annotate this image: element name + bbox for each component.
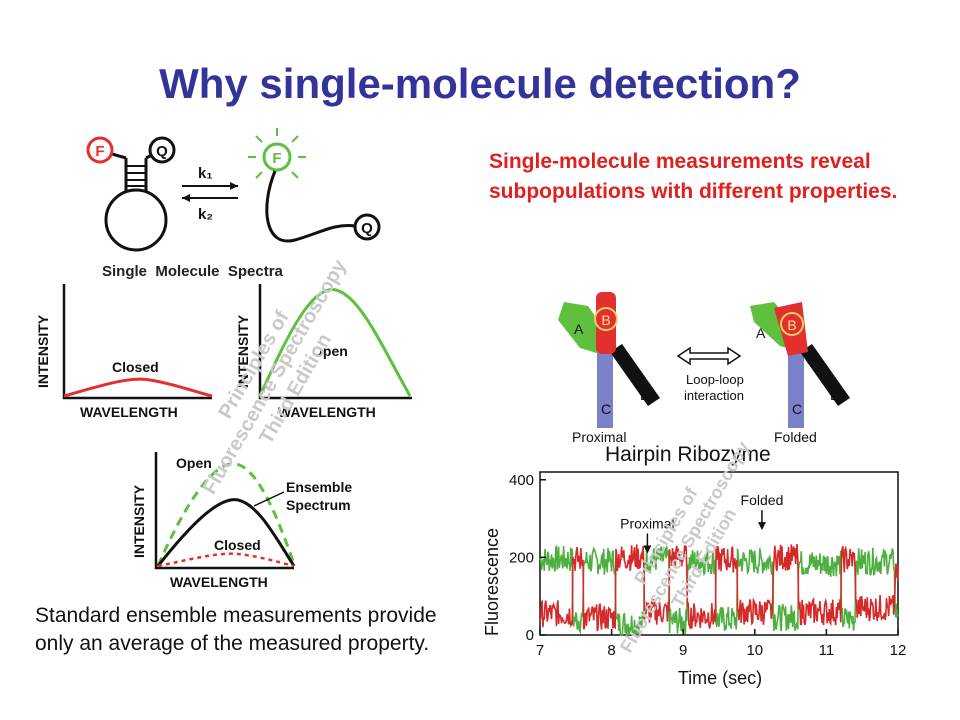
annotation-arrowhead <box>757 522 766 531</box>
subpopulation-callout: Single-molecule measurements reveal subp… <box>489 150 898 203</box>
spectra-heading: Single Molecule Spectra <box>102 263 284 280</box>
helix-d-proximal <box>610 344 660 406</box>
label-b: B <box>601 312 610 328</box>
quencher-closed <box>148 136 176 164</box>
label-c: C <box>601 401 611 417</box>
ensemble-open-label: Open <box>176 455 212 471</box>
helix-c-proximal <box>597 344 613 428</box>
fluorophore-closed <box>86 136 114 164</box>
y-tick-label: 200 <box>509 549 534 566</box>
x-tick-label: 9 <box>679 642 687 659</box>
watermark-line: Fluorescence Spectroscopy <box>199 255 352 498</box>
x-axis-label: WAVELENGTH <box>80 404 178 420</box>
ribozyme-diagram: B A C D Proximal Loop-loop interaction B… <box>558 292 850 445</box>
ensemble-note: Standard ensemble measurements provide o… <box>35 604 437 655</box>
watermark-right: Principles of Fluorescence Spectroscopy … <box>616 438 753 656</box>
trace-series-2 <box>539 543 899 632</box>
interconversion-arrow <box>676 346 742 366</box>
molecular-beacon-diagram: F Q k₁ k₂ F Q Single Molecule Spectra <box>86 128 381 280</box>
annotation-arrowhead <box>643 545 652 554</box>
open-spectrum-plot: Open WAVELENGTH INTENSITY <box>235 284 412 420</box>
x-axis-label: WAVELENGTH <box>170 574 268 590</box>
k1-label: k₁ <box>198 165 213 182</box>
helix-c-folded <box>788 344 804 428</box>
watermark-left: Principles of Fluorescence Spectroscopy … <box>199 255 352 498</box>
fluorescence-trace-chart: Proximal Folded 7 8 9 10 11 12 0 200 400 Fluoresc… <box>482 471 907 688</box>
folded-label: Folded <box>774 429 817 445</box>
label-d: D <box>830 387 840 403</box>
quencher-label: Q <box>156 143 168 160</box>
label-a: A <box>574 321 584 337</box>
x-tick-label: 12 <box>890 642 907 659</box>
beacon-loop <box>104 188 168 252</box>
y-axis-label: INTENSITY <box>131 484 147 558</box>
y-tick-label: 400 <box>509 472 534 489</box>
quencher-open-label: Q <box>361 220 373 237</box>
x-tick-label: 7 <box>536 642 544 659</box>
chart-y-label: Fluorescence <box>482 528 502 636</box>
chart-x-label: Time (sec) <box>678 668 762 688</box>
ensemble-curve <box>156 498 296 567</box>
trace-series-1 <box>539 544 899 637</box>
helix-a-proximal <box>558 302 606 354</box>
ribozyme-title: Hairpin Ribozyme <box>605 443 771 466</box>
fluorophore-open-label: F <box>272 150 281 167</box>
ensemble-closed-curve <box>157 552 295 568</box>
k2-label: k₂ <box>198 206 213 223</box>
open-label: Open <box>312 343 348 359</box>
y-axis-label: INTENSITY <box>35 314 51 388</box>
annotation-label: Folded <box>741 492 784 508</box>
x-tick-label: 8 <box>607 642 615 659</box>
fluorophore-label: F <box>95 143 104 160</box>
x-axis-label: WAVELENGTH <box>278 404 376 420</box>
y-tick-label: 0 <box>526 627 534 644</box>
label-d: D <box>640 387 650 403</box>
label-b: B <box>787 317 796 333</box>
x-tick-label: 10 <box>746 642 763 659</box>
closed-label: Closed <box>112 359 159 375</box>
label-c: C <box>792 401 802 417</box>
slide-title: Why single-molecule detection? <box>159 60 801 107</box>
proximal-label: Proximal <box>572 429 626 445</box>
ensemble-label-2: Spectrum <box>286 497 351 513</box>
y-axis-label: INTENSITY <box>235 314 251 388</box>
open-curve <box>258 288 412 397</box>
helix-d-folded <box>800 344 850 406</box>
quencher-open <box>353 213 381 241</box>
ensemble-closed-label: Closed <box>214 537 261 553</box>
ensemble-spectrum-plot: Open Ensemble Spectrum Closed WAVELENGTH… <box>131 452 352 590</box>
label-a: A <box>756 325 766 341</box>
watermark-line: Fluorescence Spectroscopy <box>616 438 753 656</box>
loop-label-2: interaction <box>684 388 744 403</box>
x-tick-label: 11 <box>819 642 835 659</box>
loop-label-1: Loop-loop <box>686 372 744 387</box>
closed-curve <box>63 377 213 398</box>
ensemble-label-1: Ensemble <box>286 479 352 495</box>
annotation-label: Proximal <box>620 515 674 531</box>
fluorophore-open <box>248 128 306 179</box>
open-strand <box>265 170 356 243</box>
closed-spectrum-plot: Closed WAVELENGTH INTENSITY <box>35 284 213 420</box>
